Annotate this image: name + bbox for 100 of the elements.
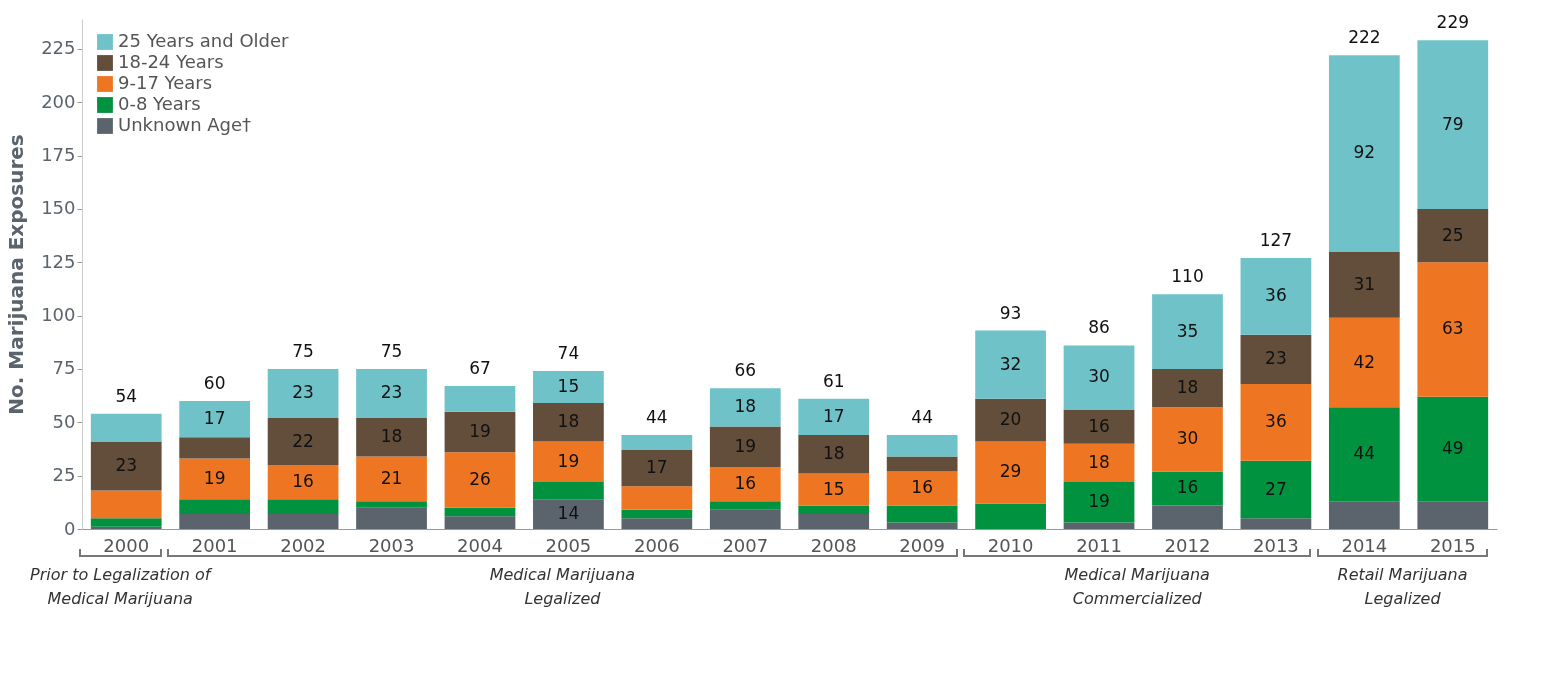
total-label: 75 [380,340,403,361]
x-tick-label: 2001 [191,534,238,556]
total-label: 127 [1259,230,1293,250]
bar [886,505,958,523]
y-tick-label: 175 [41,144,76,166]
data-label: 17 [203,408,226,429]
bar [1063,409,1135,444]
bar [179,437,251,459]
bar [1417,208,1489,263]
bar [1152,505,1223,529]
total-label: 44 [646,407,668,428]
legend-label: 9-17 Years [118,72,213,93]
bar [179,400,251,438]
bar [798,505,870,515]
total-label: 86 [1088,317,1110,338]
bar [1240,460,1312,519]
bar [798,473,870,506]
bar [533,482,604,500]
bar [1152,471,1223,506]
data-label: 20 [999,409,1022,430]
x-tick-label: 2015 [1429,534,1476,556]
bar [886,456,958,472]
data-label: 16 [292,471,314,492]
data-label: 36 [1265,411,1287,432]
total-label: 75 [292,340,314,361]
bar [709,467,781,502]
total-label: 44 [911,407,933,428]
data-label: 19 [734,435,757,456]
bar [709,388,781,427]
legend-label: Unknown Age† [118,114,252,135]
total-label: 110 [1171,266,1204,287]
data-label: 63 [1441,318,1464,339]
y-tick-label: 150 [41,197,76,219]
total-label: 93 [999,302,1022,323]
y-tick-label: 0 [64,517,76,539]
bar [444,516,516,529]
bar [1417,40,1489,209]
bar [886,471,958,506]
bar [179,458,251,500]
x-tick-label: 2004 [457,534,503,556]
bar [975,330,1046,399]
data-label: 14 [557,503,580,524]
bar [1417,262,1489,397]
text: Prior to Legalization of Medical Marijuana [29,564,214,610]
bar [90,526,162,529]
bar [1240,258,1312,335]
bar [179,499,251,515]
bar [1328,251,1400,318]
x-tick-label: 2002 [280,534,326,556]
x-tick-label: 2006 [633,534,680,556]
bar [90,441,162,491]
bar [1063,443,1135,483]
bar [444,386,516,412]
bar [1417,396,1489,502]
data-label: 25 [1441,224,1464,245]
bar [533,499,604,529]
bar [1240,334,1312,384]
bar [798,435,870,474]
data-label: 19 [203,467,226,488]
bar [1063,482,1135,523]
bar [444,507,516,517]
data-label: 18 [822,443,845,464]
text: Medical Marijuana Legalized [488,564,637,610]
bar [1240,383,1312,461]
bar [533,441,604,483]
bar [798,398,870,436]
bar [621,518,693,529]
total-label: 61 [822,370,845,391]
bar [533,371,604,404]
y-tick-label: 50 [52,410,76,432]
bar [1152,294,1223,369]
data-label: 15 [822,478,845,499]
data-label: 18 [1088,451,1110,472]
total-label: 60 [203,372,226,393]
y-axis-title: No. Marijuana Exposures [4,134,29,415]
data-label: 23 [1265,348,1287,369]
bar [621,435,693,451]
text: Retail Marijuana Legalized [1336,564,1469,610]
bar [1152,407,1223,472]
y-tick-label: 25 [52,464,76,486]
legend-label: 18-24 Years [118,51,224,72]
legend-label: 25 Years and Older [118,30,290,51]
bar [90,413,162,442]
data-label: 49 [1441,437,1464,458]
data-label: 29 [999,461,1022,482]
bar [179,514,251,529]
x-tick-label: 2011 [1076,534,1122,556]
bar [621,486,693,510]
total-label: 222 [1348,27,1381,48]
data-label: 15 [557,376,580,397]
total-label: 54 [115,385,138,406]
y-tick-label: 75 [52,357,76,379]
bar [267,514,339,529]
data-label: 79 [1441,113,1464,134]
data-label: 30 [1176,428,1199,449]
bar [1240,518,1312,529]
bar [709,509,781,529]
bar [1063,522,1135,529]
data-label: 35 [1176,320,1199,341]
bar [1328,317,1400,408]
